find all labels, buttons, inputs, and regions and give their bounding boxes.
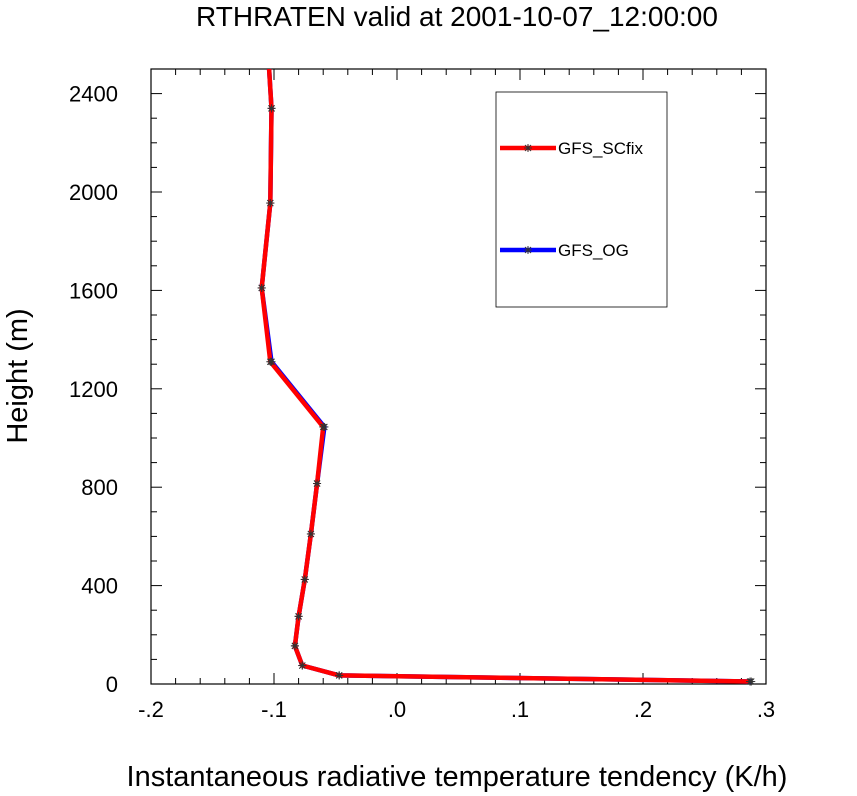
x-tick-label: .2 xyxy=(634,697,652,722)
data-point-marker xyxy=(266,199,275,208)
legend-item-gfs-og: GFS_OG xyxy=(500,241,629,260)
data-point-marker xyxy=(300,575,309,584)
data-point-marker xyxy=(267,104,276,113)
y-tick-label: 2000 xyxy=(69,180,118,205)
legend-label: GFS_SCfix xyxy=(558,139,644,158)
legend-item-gfs-scfix: GFS_SCfix xyxy=(500,139,644,158)
data-point-marker xyxy=(294,612,303,621)
data-point-marker xyxy=(267,357,276,366)
legend: GFS_SCfix GFS_OG xyxy=(495,91,668,308)
legend-label: GFS_OG xyxy=(558,241,629,260)
axis-ticks xyxy=(150,68,767,685)
x-tick-label: .1 xyxy=(511,697,529,722)
markers-layer xyxy=(257,104,756,686)
y-tick-label: 800 xyxy=(81,475,118,500)
data-point-marker xyxy=(320,422,329,431)
chart-title: RTHRATEN valid at 2001-10-07_12:00:00 xyxy=(196,1,718,32)
x-tick-label: -.1 xyxy=(261,697,287,722)
x-tick-label: -.2 xyxy=(138,697,164,722)
series-layer xyxy=(259,68,752,684)
x-tick-label: .0 xyxy=(388,697,406,722)
data-point-marker xyxy=(257,283,266,292)
x-tick-label: .3 xyxy=(757,697,775,722)
y-tick-labels: 0 400 800 1200 1600 2000 2400 xyxy=(69,82,118,697)
plot-frame xyxy=(150,68,767,685)
x-axis-label: Instantaneous radiative temperature tend… xyxy=(127,761,788,793)
legend-box xyxy=(495,91,668,308)
series-line-gfs-scfix xyxy=(259,68,751,684)
data-point-marker xyxy=(306,529,315,538)
data-point-marker xyxy=(313,479,322,488)
y-axis-label: Height (m) xyxy=(2,308,34,443)
y-tick-label: 400 xyxy=(81,574,118,599)
y-tick-label: 0 xyxy=(106,672,118,697)
y-tick-label: 2400 xyxy=(69,82,118,107)
data-point-marker xyxy=(747,677,756,686)
y-tick-label: 1600 xyxy=(69,278,118,303)
data-point-marker xyxy=(298,661,307,670)
data-point-marker xyxy=(290,641,299,650)
y-tick-label: 1200 xyxy=(69,377,118,402)
data-point-marker xyxy=(335,671,344,680)
x-tick-labels: -.2 -.1 .0 .1 .2 .3 xyxy=(138,697,775,722)
